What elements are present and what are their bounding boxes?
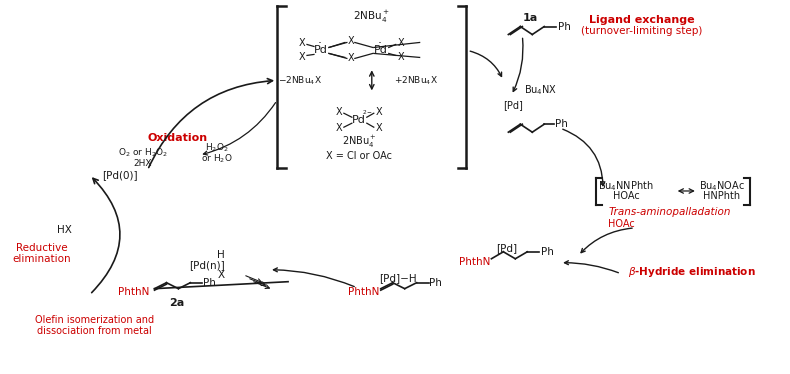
Text: PhthN: PhthN [118,286,149,297]
Text: X: X [375,123,382,133]
Text: HOAc: HOAc [608,219,634,229]
Text: [Pd]: [Pd] [503,100,523,110]
Text: $\beta$-Hydride elimination: $\beta$-Hydride elimination [628,265,756,279]
Text: H$_2$O$_2$: H$_2$O$_2$ [205,142,229,154]
Text: Reductive: Reductive [16,243,68,253]
Text: X: X [375,107,382,117]
Text: HNPhth: HNPhth [703,191,740,201]
Text: [Pd]−H: [Pd]−H [379,273,416,283]
Text: PhthN: PhthN [459,257,490,267]
Text: ·: · [378,37,382,50]
Text: Ph: Ph [203,278,216,288]
Text: elimination: elimination [13,254,71,264]
Text: Ph: Ph [541,247,554,257]
Text: $\mathrm{Bu_4NX}$: $\mathrm{Bu_4NX}$ [524,83,557,97]
Text: $^{2-}$: $^{2-}$ [362,110,374,119]
Text: Pd: Pd [374,46,388,55]
Text: ·: · [318,37,322,50]
Text: [Pd(n)]: [Pd(n)] [190,260,225,270]
Text: Ph: Ph [429,278,442,288]
Text: $2\mathrm{NBu_4^+}$: $2\mathrm{NBu_4^+}$ [341,134,376,150]
Text: Pd: Pd [352,115,366,125]
Text: X = Cl or OAc: X = Cl or OAc [325,151,392,161]
Text: (turnover-limiting step): (turnover-limiting step) [581,25,702,36]
Text: $2\mathrm{NBu_4^+}$: $2\mathrm{NBu_4^+}$ [353,9,390,25]
Text: PhthN: PhthN [348,286,379,297]
Text: or H$_2$O: or H$_2$O [201,153,233,165]
Text: X: X [397,52,404,62]
Text: X: X [336,107,342,117]
Text: [Pd]: [Pd] [496,243,517,253]
Text: Pd: Pd [314,46,328,55]
Text: X: X [348,37,354,46]
Text: 2a: 2a [169,298,184,308]
Text: 1a: 1a [523,13,538,22]
Text: Ph: Ph [555,119,567,129]
Text: $\mathrm{Bu_4N}$OAc: $\mathrm{Bu_4N}$OAc [698,179,745,193]
Text: $-2\mathrm{NBu_4X}$: $-2\mathrm{NBu_4X}$ [278,74,322,87]
Text: X: X [299,52,305,62]
Text: $\mathrm{Bu_4N}$NPhth: $\mathrm{Bu_4N}$NPhth [598,179,653,193]
Text: HX: HX [58,225,72,235]
Text: Olefin isomerization and: Olefin isomerization and [35,315,154,325]
Text: X: X [299,39,305,49]
Text: X: X [336,123,342,133]
Text: X: X [348,53,354,64]
Text: Ph: Ph [558,22,570,31]
Text: X: X [218,270,225,280]
Text: [Pd(0)]: [Pd(0)] [102,170,137,180]
Text: Trans-aminopalladation: Trans-aminopalladation [608,207,731,217]
Text: O$_2$ or H$_2$O$_2$: O$_2$ or H$_2$O$_2$ [118,147,167,159]
Text: $+2\mathrm{NBu_4X}$: $+2\mathrm{NBu_4X}$ [393,74,438,87]
Text: HOAc: HOAc [612,191,639,201]
Text: H: H [217,250,225,260]
Text: Oxidation: Oxidation [148,133,208,143]
Text: X: X [397,39,404,49]
Text: 2HX: 2HX [134,159,152,168]
Text: Ligand exchange: Ligand exchange [589,15,694,25]
Text: dissociation from metal: dissociation from metal [37,325,152,335]
